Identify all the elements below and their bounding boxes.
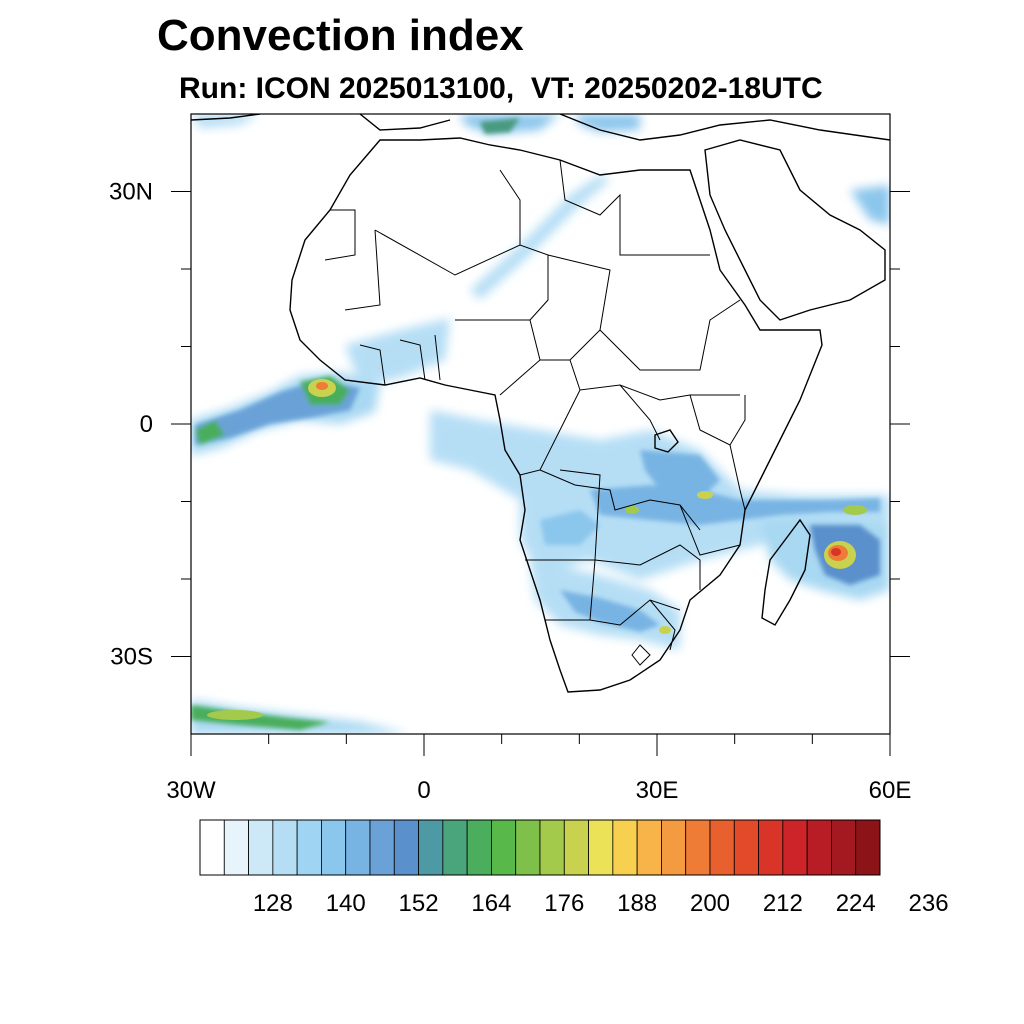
axis-ticks bbox=[171, 191, 910, 756]
colorbar-swatch bbox=[393, 819, 419, 876]
map-frame bbox=[190, 113, 891, 735]
colorbar-swatch bbox=[272, 819, 298, 876]
lat-tick-label: 0 bbox=[140, 411, 153, 438]
colorbar-tick-label: 200 bbox=[690, 890, 730, 917]
colorbar-swatch bbox=[369, 819, 395, 876]
colorbar-frame bbox=[199, 819, 881, 876]
lon-tick-label: 30W bbox=[166, 777, 216, 804]
madagascar-coastline bbox=[761, 518, 811, 626]
colorbar-swatch bbox=[806, 819, 832, 876]
colorbar-tick-label: 128 bbox=[253, 890, 293, 917]
lon-tick-label: 60E bbox=[869, 777, 912, 804]
colorbar-tick-label: 176 bbox=[544, 890, 584, 917]
colorbar-swatch bbox=[636, 819, 662, 876]
colorbar-swatch bbox=[539, 819, 565, 876]
page-subtitle: Run: ICON 2025013100, VT: 20250202-18UTC bbox=[179, 72, 823, 105]
europe-coastline bbox=[191, 114, 890, 141]
country-borders bbox=[324, 159, 746, 666]
colorbar-swatch bbox=[758, 819, 784, 876]
coastlines bbox=[191, 114, 890, 693]
lon-tick-label: 30E bbox=[636, 777, 679, 804]
page-title: Convection index bbox=[157, 11, 524, 60]
colorbar-swatch bbox=[612, 819, 638, 876]
colorbar-swatch bbox=[515, 819, 541, 876]
colorbar bbox=[199, 819, 881, 876]
arabia-coastline bbox=[704, 139, 886, 321]
colorbar-swatch bbox=[709, 819, 735, 876]
colorbar-swatch bbox=[442, 819, 468, 876]
colorbar-swatch bbox=[491, 819, 517, 876]
colorbar-swatch bbox=[321, 819, 347, 876]
colorbar-swatch bbox=[223, 819, 249, 876]
lat-tick-label: 30N bbox=[109, 179, 153, 206]
colorbar-tick-label: 212 bbox=[763, 890, 803, 917]
colorbar-tick-label: 140 bbox=[326, 890, 366, 917]
axis-tick-labels: 30N 0 30S 30W 0 30E 60E bbox=[109, 179, 911, 805]
colorbar-tick-label: 236 bbox=[909, 890, 949, 917]
lake-victoria bbox=[654, 429, 679, 453]
colorbar-swatch bbox=[782, 819, 808, 876]
colorbar-swatch bbox=[248, 819, 274, 876]
colorbar-tick-label: 224 bbox=[836, 890, 876, 917]
colorbar-swatch bbox=[855, 819, 881, 876]
colorbar-tick-label: 188 bbox=[617, 890, 657, 917]
colorbar-swatch bbox=[466, 819, 492, 876]
lat-tick-label: 30S bbox=[110, 644, 153, 671]
colorbar-swatch bbox=[831, 819, 857, 876]
colorbar-swatch bbox=[199, 819, 225, 876]
lon-tick-label: 0 bbox=[417, 777, 430, 804]
convection-medium-shading bbox=[191, 118, 880, 730]
convection-light-shading bbox=[191, 114, 890, 734]
convection-field bbox=[191, 114, 890, 734]
colorbar-swatch bbox=[661, 819, 687, 876]
colorbar-swatch bbox=[685, 819, 711, 876]
africa-coastline bbox=[289, 137, 823, 693]
colorbar-swatch bbox=[588, 819, 614, 876]
convection-core-shading bbox=[207, 379, 867, 720]
colorbar-swatch bbox=[345, 819, 371, 876]
colorbar-swatch bbox=[418, 819, 444, 876]
colorbar-swatch bbox=[733, 819, 759, 876]
colorbar-tick-label: 152 bbox=[399, 890, 439, 917]
colorbar-swatch bbox=[296, 819, 322, 876]
colorbar-swatch bbox=[563, 819, 589, 876]
colorbar-tick-label: 164 bbox=[471, 890, 511, 917]
colorbar-labels: 128 140 152 164 176 188 200 212 224 236 bbox=[253, 890, 949, 917]
